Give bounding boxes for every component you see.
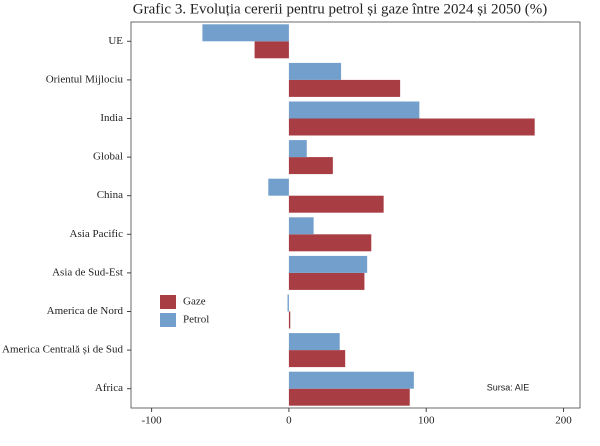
- chart-title: Grafic 3. Evoluția cererii pentru petrol…: [133, 1, 547, 17]
- bar: [254, 41, 289, 59]
- bar: [288, 311, 291, 329]
- y-tick-label: Asia Pacific: [70, 228, 124, 240]
- bar: [288, 350, 346, 368]
- bar: [288, 118, 535, 136]
- y-tick-label: UE: [108, 35, 123, 47]
- bar: [202, 24, 289, 42]
- x-tick-label: 0: [286, 415, 292, 427]
- y-tick-label: Orientul Mijlociu: [46, 73, 124, 85]
- bar: [288, 101, 420, 119]
- x-tick-label: 100: [418, 415, 435, 427]
- bar: [287, 294, 289, 312]
- bar: [288, 371, 414, 389]
- legend-swatch: [160, 295, 176, 309]
- x-tick-label: 200: [555, 415, 572, 427]
- y-tick-label: America de Nord: [47, 305, 124, 317]
- y-tick-label: America Centrală și de Sud: [2, 344, 123, 356]
- source-note: Sursa: AIE: [487, 382, 530, 392]
- y-tick-label: Asia de Sud-Est: [52, 266, 123, 278]
- legend-label: Gaze: [183, 296, 206, 308]
- bar: [288, 255, 368, 273]
- bar: [288, 234, 372, 252]
- bar: [288, 333, 340, 351]
- legend-swatch: [160, 313, 176, 327]
- bar: [288, 79, 401, 97]
- bar: [268, 178, 289, 196]
- y-tick-label: Africa: [95, 382, 123, 394]
- bar: [288, 157, 333, 175]
- y-tick-label: China: [97, 189, 123, 201]
- bar: [288, 140, 307, 158]
- plot-frame: [130, 21, 581, 409]
- bar: [288, 217, 314, 235]
- bar: [288, 272, 365, 290]
- bar: [288, 62, 342, 80]
- bar: [288, 388, 410, 406]
- x-tick-label: -100: [142, 415, 163, 427]
- legend-label: Petrol: [183, 314, 209, 326]
- y-tick-label: Global: [93, 151, 123, 163]
- bar: [288, 195, 384, 213]
- y-tick-label: India: [100, 112, 123, 124]
